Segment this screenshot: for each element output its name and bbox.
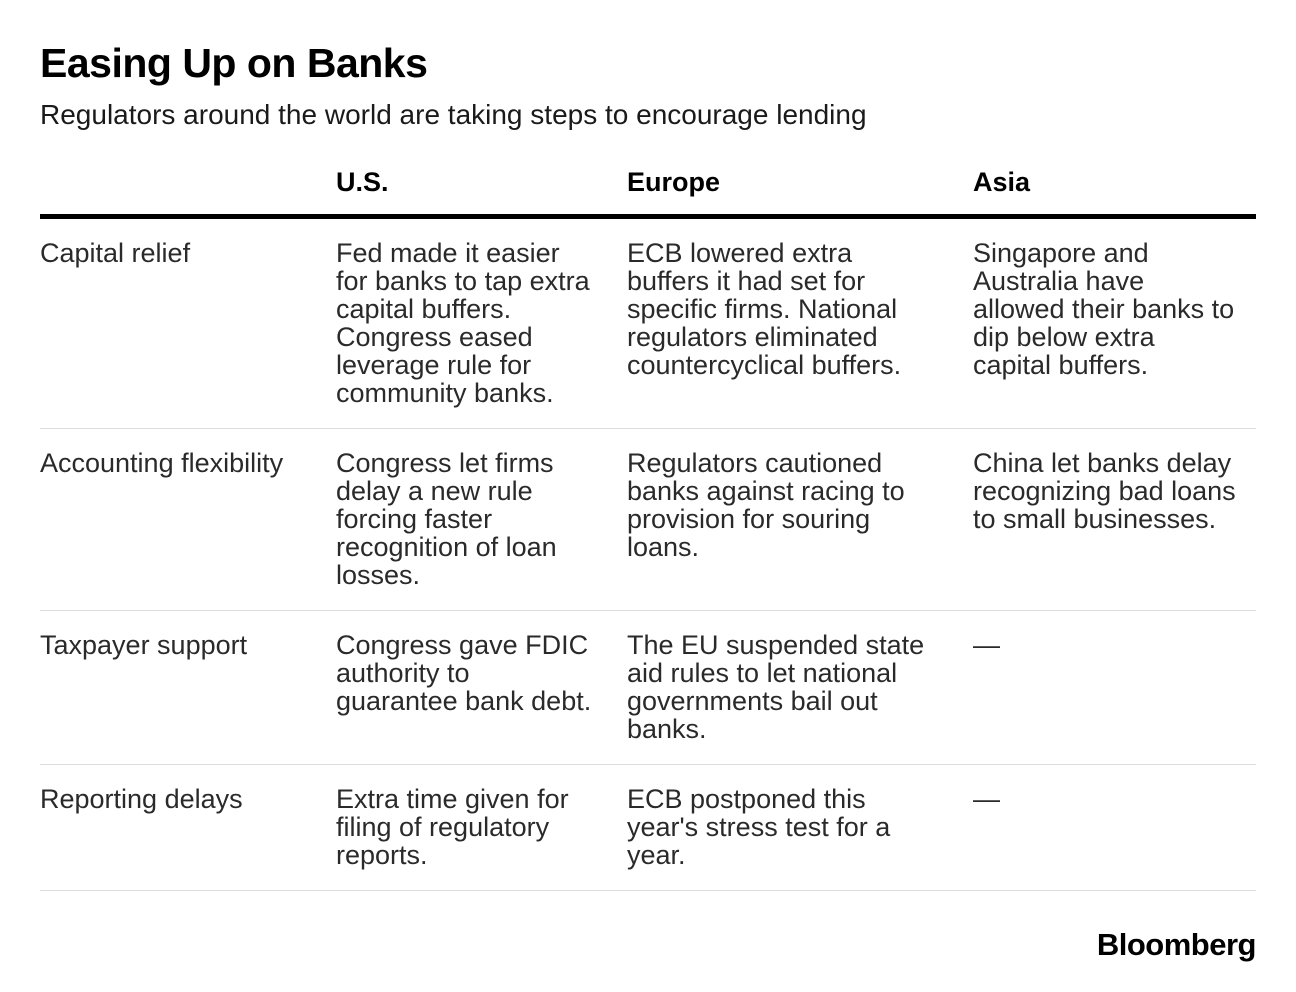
cell-asia: Singapore and Australia have allowed the… [973, 238, 1235, 380]
column-header-blank [40, 168, 336, 214]
row-label: Taxpayer support [40, 630, 248, 660]
table-row-reporting-delays: Reporting delays Extra time given for fi… [40, 765, 1256, 891]
cell-europe: ECB postponed this year's stress test fo… [627, 784, 891, 870]
page-subtitle: Regulators around the world are taking s… [40, 99, 867, 130]
page-title: Easing Up on Banks [40, 40, 428, 86]
bloomberg-logo: Bloomberg [1096, 927, 1257, 962]
cell-us: Congress let firms delay a new rule forc… [336, 448, 557, 590]
cell-us: Extra time given for filing of regulator… [336, 784, 569, 870]
cell-us: Fed made it easier for banks to tap extr… [336, 238, 590, 408]
row-label: Accounting flexibility [40, 448, 284, 478]
cell-asia: China let banks delay recognizing bad lo… [973, 448, 1236, 534]
cell-europe: Regulators cautioned banks against racin… [627, 448, 905, 562]
table-header-row: U.S. Europe Asia [40, 168, 1256, 219]
regulation-table: U.S. Europe Asia Capital relief Fed made… [40, 168, 1256, 891]
table-row-capital-relief: Capital relief Fed made it easier for ba… [40, 219, 1256, 429]
row-label: Reporting delays [40, 784, 243, 814]
cell-europe: The EU suspended state aid rules to let … [627, 630, 925, 744]
table-row-taxpayer-support: Taxpayer support Congress gave FDIC auth… [40, 611, 1256, 765]
cell-europe: ECB lowered extra buffers it had set for… [627, 238, 902, 380]
cell-us: Congress gave FDIC authority to guarante… [336, 630, 592, 716]
column-header-us: U.S. [336, 167, 389, 197]
column-header-europe: Europe [627, 167, 721, 197]
footer: Bloomberg [40, 927, 1257, 963]
cell-asia: — [973, 630, 1000, 660]
column-header-asia: Asia [973, 167, 1031, 197]
cell-asia: — [973, 784, 1000, 814]
table-row-accounting-flexibility: Accounting flexibility Congress let firm… [40, 429, 1256, 611]
row-label: Capital relief [40, 238, 191, 268]
